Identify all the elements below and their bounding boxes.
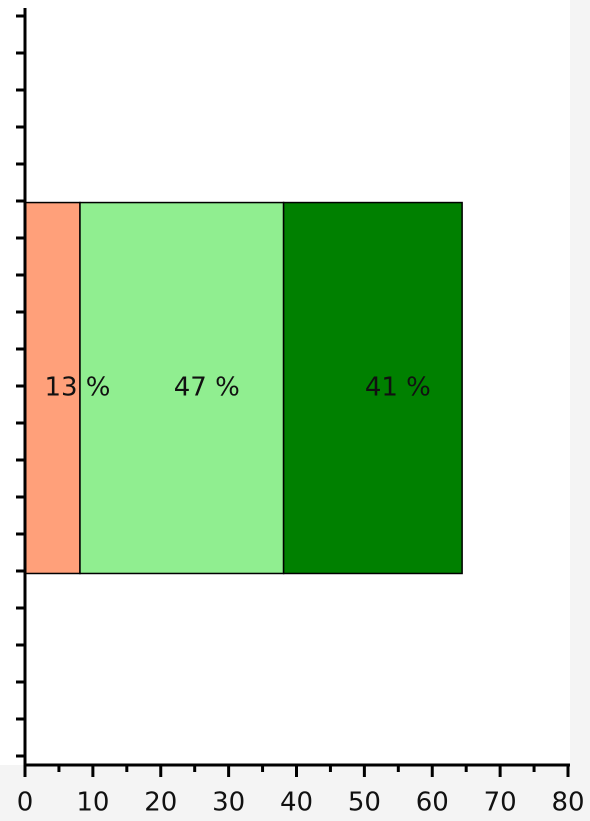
x-tick-label: 80 (551, 788, 584, 818)
x-tick-label: 20 (144, 788, 177, 818)
bar-segment (282, 201, 463, 575)
x-tick-label: 30 (212, 788, 245, 818)
x-tick-label: 60 (416, 788, 449, 818)
bar-segment (79, 201, 285, 575)
x-tick-label: 70 (484, 788, 517, 818)
bar-segment (24, 201, 81, 575)
data-label: 13 % (44, 373, 110, 403)
x-tick-label: 10 (76, 788, 109, 818)
x-tick-label: 50 (348, 788, 381, 818)
data-label: 41 % (365, 373, 431, 403)
x-tick-label: 0 (17, 788, 34, 818)
x-tick-label: 40 (280, 788, 313, 818)
data-label: 47 % (174, 373, 240, 403)
